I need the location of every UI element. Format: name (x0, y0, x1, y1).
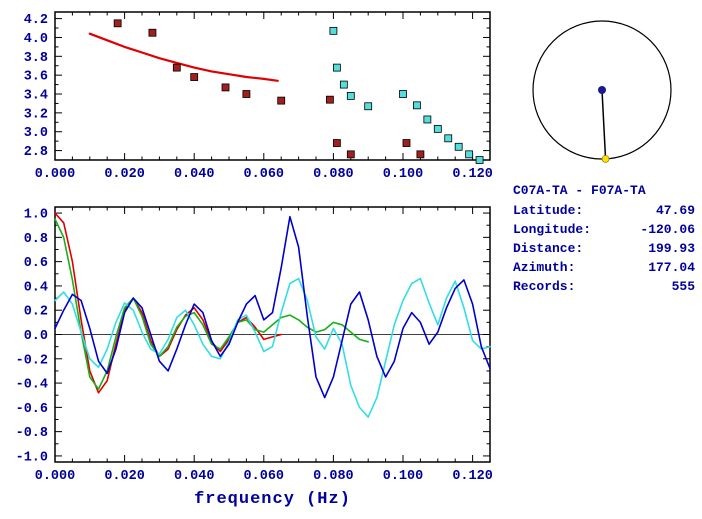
info-row-latitude: Latitude: 47.69 (513, 201, 695, 220)
azimuth-value: 177.04 (648, 260, 695, 275)
svg-text:0.060: 0.060 (244, 469, 285, 484)
distance-label: Distance: (513, 241, 584, 256)
longitude-label: Longitude: (513, 222, 592, 237)
svg-text:3.6: 3.6 (24, 70, 48, 85)
svg-text:0.100: 0.100 (383, 167, 424, 182)
info-row-azimuth: Azimuth: 177.04 (513, 258, 695, 277)
svg-text:0.120: 0.120 (452, 469, 493, 484)
info-row-distance: Distance: 199.93 (513, 239, 695, 258)
svg-text:-0.2: -0.2 (16, 353, 48, 368)
svg-text:0.000: 0.000 (35, 469, 76, 484)
svg-text:-0.6: -0.6 (16, 402, 48, 417)
azimuth-label: Azimuth: (513, 260, 576, 275)
records-value: 555 (671, 279, 695, 294)
svg-text:1.0: 1.0 (24, 208, 48, 223)
info-row-longitude: Longitude: -120.06 (513, 220, 695, 239)
svg-text:3.4: 3.4 (24, 89, 48, 104)
svg-text:0.8: 0.8 (24, 232, 48, 247)
longitude-value: -120.06 (640, 222, 695, 237)
azimuth-circle-plot (532, 20, 672, 163)
svg-text:4.2: 4.2 (24, 13, 48, 28)
station-info-panel: C07A-TA - F07A-TA Latitude: 47.69 Longit… (513, 181, 695, 296)
station-pair-title: C07A-TA - F07A-TA (513, 183, 646, 198)
frequency-axis-label: frequency (Hz) (194, 490, 351, 509)
records-label: Records: (513, 279, 576, 294)
svg-text:0.0: 0.0 (24, 329, 48, 344)
svg-text:0.6: 0.6 (24, 256, 48, 271)
svg-text:3.8: 3.8 (24, 51, 48, 66)
svg-text:0.020: 0.020 (104, 469, 145, 484)
info-row-records: Records: 555 (513, 277, 695, 296)
svg-text:0.080: 0.080 (313, 167, 354, 182)
svg-text:3.0: 3.0 (24, 126, 48, 141)
svg-text:-1.0: -1.0 (16, 450, 48, 465)
distance-value: 199.93 (648, 241, 695, 256)
svg-text:0.060: 0.060 (244, 167, 285, 182)
svg-text:-0.8: -0.8 (16, 426, 48, 441)
svg-text:0.4: 0.4 (24, 280, 48, 295)
svg-text:0.080: 0.080 (313, 469, 354, 484)
svg-text:0.020: 0.020 (104, 167, 145, 182)
svg-text:4.0: 4.0 (24, 32, 48, 47)
dispersion-scatter-panel: 0.000 0.020 0.040 0.060 0.080 0.100 0.120 2.8 3.… (24, 11, 493, 182)
svg-text:2.8: 2.8 (24, 145, 48, 160)
svg-text:0.2: 0.2 (24, 305, 48, 320)
svg-text:0.040: 0.040 (174, 167, 215, 182)
svg-text:-0.4: -0.4 (16, 378, 48, 393)
correlation-waveform-panel: 0.000 0.020 0.040 0.060 0.080 0.100 0.120 -1.0 -… (16, 206, 493, 484)
svg-text:0.100: 0.100 (383, 469, 424, 484)
svg-text:0.040: 0.040 (174, 469, 215, 484)
svg-text:0.000: 0.000 (35, 167, 76, 182)
svg-text:3.2: 3.2 (24, 107, 48, 122)
latitude-label: Latitude: (513, 203, 584, 218)
latitude-value: 47.69 (655, 203, 695, 218)
svg-text:0.120: 0.120 (452, 167, 493, 182)
